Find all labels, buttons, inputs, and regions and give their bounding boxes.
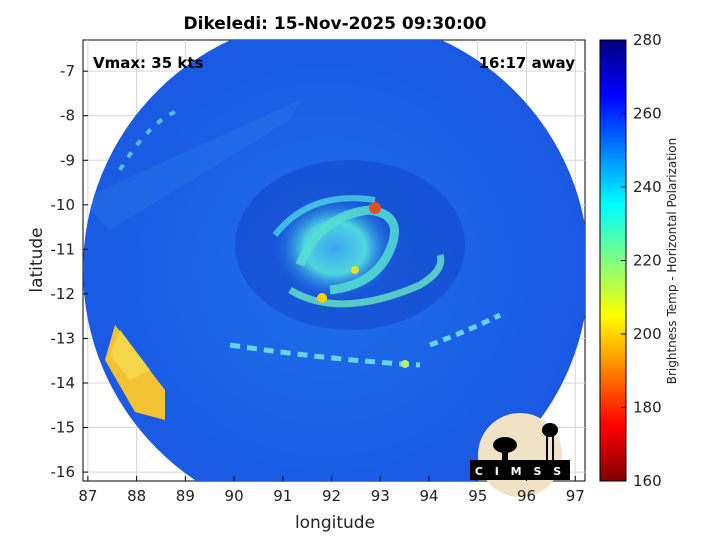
warm-cell [401,360,409,368]
y-tick-label: -13 [51,329,76,347]
logo-text: C I M S S [475,465,565,478]
y-tick-label: -10 [51,196,76,214]
x-tick-label: 96 [517,487,536,505]
warm-cell [317,293,327,303]
water-tower-icon [542,423,558,437]
y-tick-label: -16 [51,463,76,481]
x-tick-label: 94 [419,487,438,505]
swath-seam [83,100,300,230]
satellite-dish-stand [502,445,508,461]
colorbar-tick-label: 180 [633,399,662,417]
y-tick-label: -11 [51,240,76,258]
chart-title: Dikeledi: 15-Nov-2025 09:30:00 [184,14,487,34]
rain-band-north [272,195,376,237]
colorbar-ticks: 280 260 240 220 200 180 160 [621,31,662,490]
x-tick-label: 88 [127,487,146,505]
x-tick-label: 90 [225,487,244,505]
y-tick-label: -15 [51,419,76,437]
cimss-logo: C I M S S [470,413,570,497]
rain-band-inner [295,205,399,295]
y-tick-label: -9 [60,151,75,169]
x-tick-label: 89 [176,487,195,505]
warm-edge-region-inner [110,330,150,380]
warm-cell [351,266,359,274]
y-tick-label: -12 [51,285,76,303]
x-tick-label: 93 [371,487,390,505]
y-axis-label: latitude [27,227,47,292]
y-tick-label: -14 [51,374,76,392]
colorbar-tick-label: 160 [633,472,662,490]
x-axis-ticks: 87 88 89 90 91 92 93 94 95 96 97 [78,476,585,505]
warm-cell [369,202,381,214]
vmax-annotation: Vmax: 35 kts [93,54,203,72]
colorbar-tick-label: 280 [633,31,662,49]
y-axis-ticks: -7 -8 -9 -10 -11 -12 -13 -14 -15 -16 [51,62,88,481]
rain-band-south [288,253,445,308]
x-tick-label: 92 [322,487,341,505]
colorbar-tick-label: 240 [633,178,662,196]
satellite-image [83,40,585,481]
x-axis-label: longitude [295,513,375,533]
time-away-annotation: 16:17 away [479,54,576,72]
colorbar-tick-label: 260 [633,105,662,123]
water-tower-leg [552,436,554,461]
outer-rain-band-east [429,312,502,348]
x-tick-label: 97 [566,487,585,505]
colorbar-label: Brightness Temp - Horizontal Polarizatio… [665,138,679,385]
water-tower-leg [546,436,548,461]
colorbar-tick-label: 220 [633,252,662,270]
y-tick-label: -7 [60,62,75,80]
logo-base [470,460,570,480]
x-tick-label: 91 [273,487,292,505]
x-tick-label: 95 [468,487,487,505]
x-tick-label: 87 [78,487,97,505]
edge-rain-band-nw [118,108,181,172]
colorbar-tick-label: 200 [633,325,662,343]
y-tick-label: -8 [60,107,75,125]
outer-rain-band [229,342,421,368]
